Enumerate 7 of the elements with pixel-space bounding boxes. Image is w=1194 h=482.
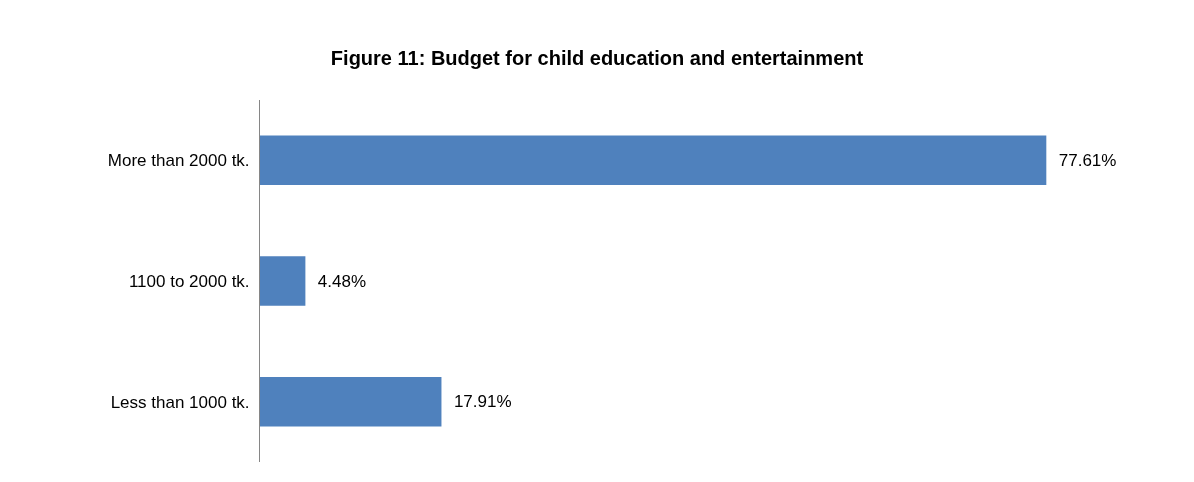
y-tick-label: 1100 to 2000 tk. (128, 271, 250, 291)
y-tick-label: Less than 1000 tk. (110, 392, 250, 412)
y-tick-label: More than 2000 tk. (107, 151, 250, 171)
chart-title: Figure 11: Budget for child education and entertainment (330, 46, 864, 69)
data-label: 4.48% (308, 271, 367, 291)
data-label: 17.91% (444, 392, 512, 412)
data-label: 77.61% (1049, 150, 1117, 170)
